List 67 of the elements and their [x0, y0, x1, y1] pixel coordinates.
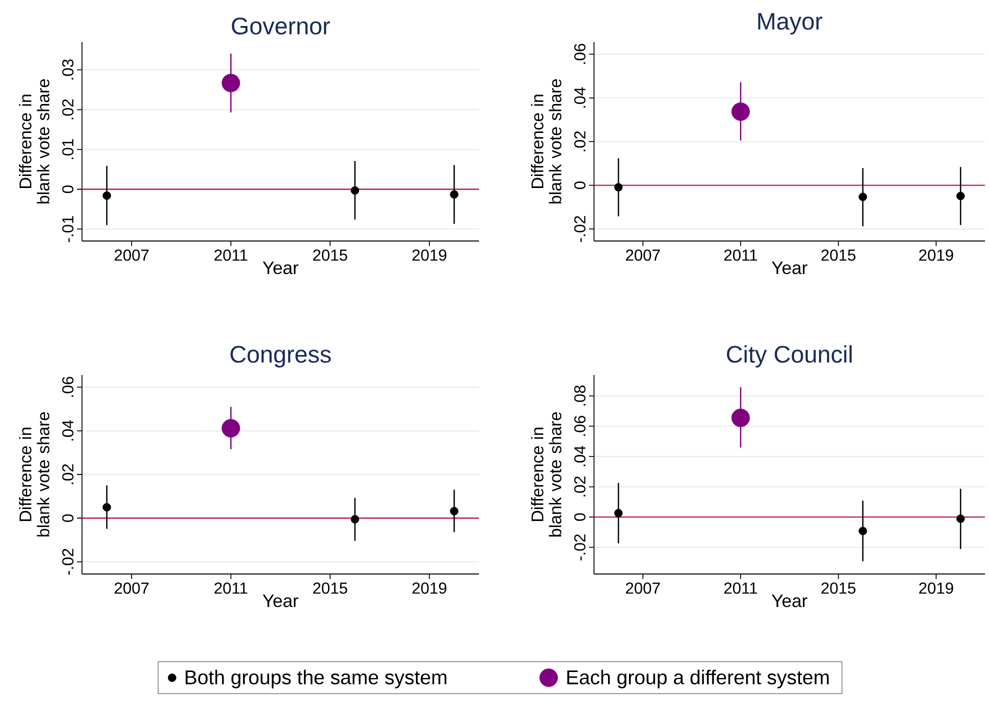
y-tick-label: -.02 [574, 534, 586, 560]
point [956, 514, 965, 523]
y-axis-title: Difference in blank vote share [18, 412, 50, 536]
x-axis-title: Year [262, 262, 298, 274]
x-tick-label: 2011 [214, 582, 248, 594]
point [102, 503, 112, 512]
x-tick-label: 2019 [412, 250, 446, 261]
point [350, 186, 360, 195]
y-tick-label: -.02 [62, 548, 74, 575]
y-tick-label: 0 [62, 514, 74, 522]
y-tick-label: .01 [62, 139, 74, 160]
y-tick-label: .03 [62, 59, 74, 80]
point [222, 419, 240, 438]
x-tick-label: 2011 [214, 250, 248, 261]
point [222, 74, 240, 92]
x-tick-label: 2015 [821, 582, 856, 594]
y-tick-label: .06 [62, 376, 74, 397]
chart-title: City Council [726, 345, 852, 368]
y-tick-label: .06 [574, 416, 586, 436]
y-tick-label: -.01 [62, 216, 74, 242]
point [858, 192, 868, 202]
x-tick-label: 2015 [313, 582, 348, 594]
legend-label: Each group a different system [567, 670, 829, 688]
y-tick-label: .08 [574, 386, 586, 406]
x-tick-label: 2011 [724, 582, 757, 594]
chart-title: Governor [232, 18, 330, 34]
y-tick-label: .02 [62, 464, 74, 484]
y-tick-label: -.02 [574, 216, 586, 242]
chart-title: Mayor [758, 13, 822, 35]
legend-label: Both groups the same system [186, 670, 446, 688]
y-tick-label: 0 [574, 181, 586, 190]
x-tick-label: 2007 [114, 582, 149, 594]
y-axis-title: Difference in blank vote share [530, 412, 562, 536]
x-tick-label: 2007 [114, 250, 149, 261]
y-tick-label: 0 [574, 513, 586, 521]
point [450, 190, 458, 199]
point [731, 408, 750, 428]
y-tick-label: .06 [574, 44, 586, 64]
y-tick-label: .04 [574, 87, 586, 108]
x-tick-label: 2019 [412, 582, 446, 594]
point [102, 191, 112, 200]
x-axis-title: Year [772, 262, 808, 274]
x-axis-title: Year [772, 594, 808, 608]
y-tick-label: .02 [574, 131, 586, 152]
x-tick-label: 2019 [919, 250, 954, 261]
point [614, 508, 623, 518]
x-tick-label: 2019 [919, 582, 954, 594]
y-axis-title: Difference in blank vote share [18, 79, 50, 204]
chart-title: Congress [230, 346, 331, 368]
x-tick-label: 2011 [724, 250, 757, 261]
point [858, 526, 868, 536]
x-tick-label: 2015 [821, 250, 856, 261]
x-tick-label: 2007 [626, 250, 660, 261]
point [731, 102, 750, 121]
y-tick-label: .02 [574, 476, 586, 496]
x-tick-label: 2015 [313, 250, 348, 261]
x-axis-title: Year [262, 594, 298, 608]
y-tick-label: .04 [574, 446, 586, 466]
point [956, 192, 965, 200]
point [350, 515, 360, 524]
y-tick-label: .04 [62, 420, 74, 440]
y-tick-label: 0 [62, 185, 74, 194]
x-tick-label: 2007 [626, 582, 660, 594]
point [614, 183, 623, 192]
point [450, 506, 458, 516]
y-tick-label: .02 [62, 99, 74, 120]
y-axis-title: Difference in blank vote share [530, 79, 562, 204]
